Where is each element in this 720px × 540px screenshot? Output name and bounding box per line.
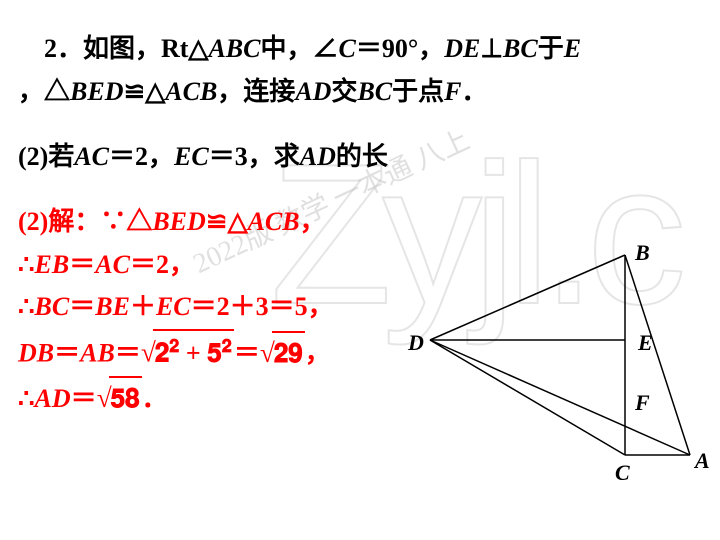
txt: ，连接	[217, 77, 295, 106]
sqrt-1: √𝟐𝟐 + 𝟓𝟐	[141, 329, 234, 376]
var-bed: BED	[70, 77, 123, 106]
geometry-diagram: B E F C A D	[400, 230, 700, 490]
txt: ≌△	[206, 207, 248, 236]
txt: ．	[462, 77, 488, 106]
txt: ＝3，求	[209, 142, 300, 171]
exp-1: 𝟐	[169, 336, 179, 356]
txt: ∴	[18, 250, 35, 279]
txt: ＝	[69, 250, 95, 279]
var-f: F	[444, 77, 461, 106]
txt: ＝90°，	[356, 34, 444, 63]
label-e: E	[638, 330, 653, 356]
sqrt-3: √𝟓𝟖	[97, 376, 142, 421]
txt: ＝2，	[130, 250, 195, 279]
radicand-1: 𝟐𝟐 + 𝟓𝟐	[153, 329, 234, 376]
var-bc3: BC	[35, 292, 70, 321]
txt: ＝	[115, 339, 141, 368]
label-f: F	[635, 390, 650, 416]
radicand-2: 𝟐𝟗	[272, 331, 305, 376]
var-acb2: ACB	[248, 207, 300, 236]
var-be: BE	[95, 292, 130, 321]
var-acb: ACB	[165, 77, 217, 106]
var-abc: ABC	[208, 34, 260, 63]
txt: ∴	[18, 292, 35, 321]
txt: ，	[300, 207, 326, 236]
var-ac: AC	[74, 142, 109, 171]
txt: 交	[331, 77, 357, 106]
var-c: C	[338, 34, 355, 63]
txt: ，△	[18, 77, 70, 106]
var-ad3: AD	[35, 384, 71, 413]
txt: 于点	[392, 77, 444, 106]
var-eb: EB	[35, 250, 70, 279]
txt: ＝	[69, 292, 95, 321]
txt: 2．如图，Rt△	[18, 34, 208, 63]
var-ac2: AC	[95, 250, 130, 279]
txt: ＋	[130, 292, 156, 321]
label-b: B	[635, 240, 650, 266]
txt: ＝2＋3＝5，	[191, 292, 334, 321]
var-ad2: AD	[300, 142, 336, 171]
txt: ．	[142, 384, 168, 413]
txt: (2)若	[18, 142, 74, 171]
var-bed2: BED	[152, 207, 205, 236]
problem-line-3: (2)若AC＝2，EC＝3，求AD的长	[18, 136, 702, 179]
exp-2: 𝟐	[222, 336, 232, 356]
var-ab: AB	[80, 339, 115, 368]
var-bc: BC	[503, 34, 538, 63]
txt: ＝2，	[109, 142, 174, 171]
var-de: DE	[444, 34, 480, 63]
txt: ⊥	[480, 34, 503, 63]
var-bc2: BC	[357, 77, 392, 106]
txt: ，	[305, 339, 331, 368]
radicand-3: 𝟓𝟖	[109, 376, 142, 421]
var-ec2: EC	[156, 292, 191, 321]
plus: +	[179, 339, 207, 368]
txt: ≌△	[123, 77, 165, 106]
txt: ＝	[71, 384, 97, 413]
n5: 𝟓	[207, 339, 221, 368]
problem-line-2: ，△BED≌△ACB，连接AD交BC于点F．	[18, 71, 702, 114]
label-a: A	[695, 448, 710, 474]
n2: 𝟐	[155, 339, 169, 368]
gap-2	[18, 179, 702, 201]
txt: ＝	[54, 339, 80, 368]
var-ad: AD	[295, 77, 331, 106]
var-e: E	[564, 34, 581, 63]
label-c: C	[615, 460, 630, 486]
txt: ∴	[18, 384, 35, 413]
txt: (2)解：∵△	[18, 207, 152, 236]
gap-1	[18, 114, 702, 136]
txt: 中，∠	[260, 34, 338, 63]
problem-line-1: 2．如图，Rt△ABC中，∠C＝90°，DE⊥BC于E	[18, 28, 702, 71]
diagram-svg	[400, 230, 700, 490]
var-ec: EC	[174, 142, 209, 171]
label-d: D	[408, 330, 424, 356]
var-db: DB	[18, 339, 54, 368]
txt: ＝	[234, 339, 260, 368]
txt: 的长	[336, 142, 388, 171]
sqrt-2: √𝟐𝟗	[260, 331, 305, 376]
txt: 于	[538, 34, 564, 63]
